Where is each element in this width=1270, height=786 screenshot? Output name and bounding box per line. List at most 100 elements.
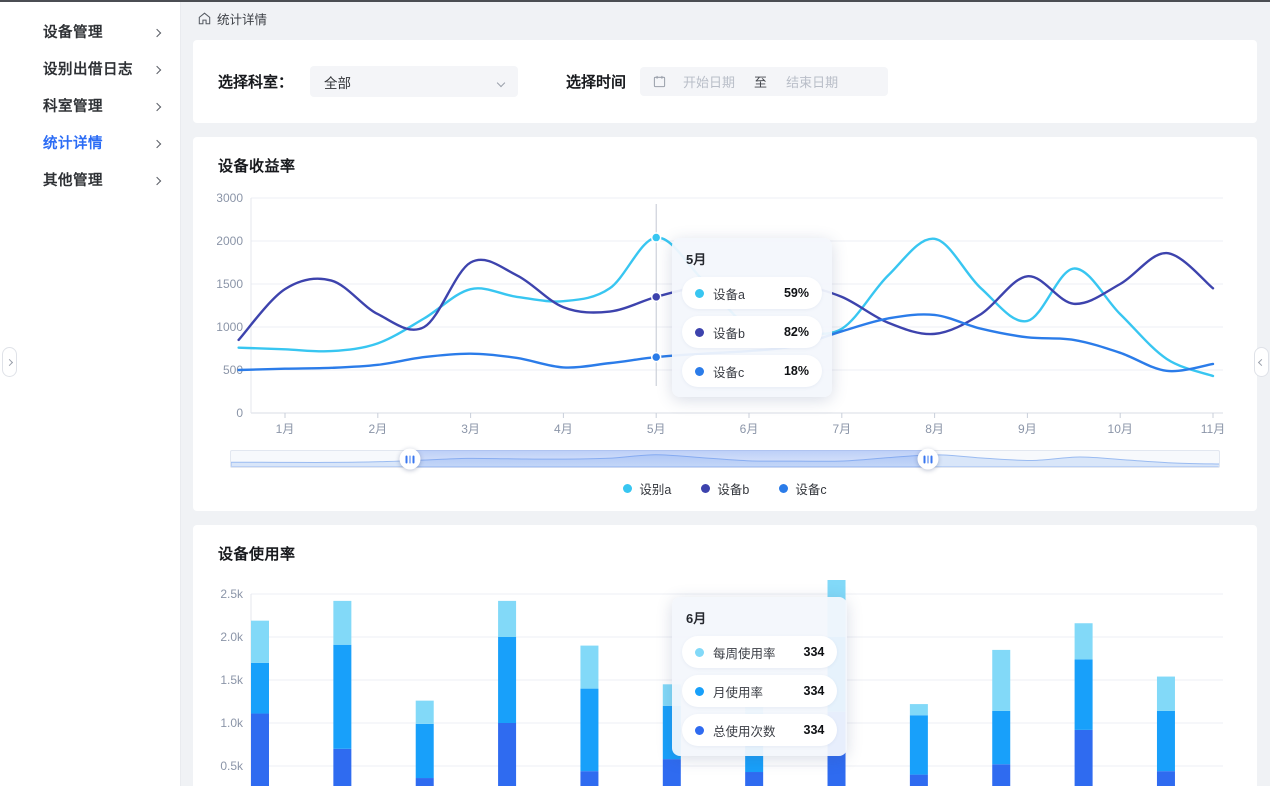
chevron-right-icon	[152, 171, 162, 189]
hover-point-设备c	[650, 351, 662, 363]
bar-12月-月使用率	[1156, 710, 1175, 772]
legend-dot-icon	[701, 484, 711, 493]
chevron-right-icon	[152, 97, 162, 115]
usage-bar-chart-svg: 0.5k 1.0k 1.5k 2.0k 2.5k	[220, 580, 1223, 786]
usage-chart-card: 设备使用率 0.5k 1.0k 1.5k 2.0k 2.5k 6月 每周使用率 334 …	[193, 525, 1257, 786]
calendar-icon	[653, 75, 666, 88]
start-date-input[interactable]: 开始日期	[683, 75, 736, 90]
department-select-value: 全部	[324, 75, 352, 91]
svg-text:1月: 1月	[276, 422, 295, 436]
tooltip-row: 总使用次数 334	[682, 714, 838, 746]
svg-text:0: 0	[236, 406, 243, 420]
sidebar-item-label: 其他管理	[43, 173, 103, 189]
monthly-usage-dot-icon	[695, 686, 704, 696]
total-usage-dot-icon	[695, 725, 704, 735]
svg-text:4月: 4月	[554, 422, 573, 436]
svg-text:6月: 6月	[740, 422, 759, 436]
svg-text:5月: 5月	[647, 422, 666, 436]
bar-1月-月使用率	[251, 662, 269, 714]
svg-text:3月: 3月	[461, 422, 480, 436]
department-filter-label: 选择科室：	[218, 74, 294, 91]
legend-dot-icon	[779, 484, 789, 493]
bar-3月-月使用率	[415, 723, 434, 779]
bar-9月-月使用率	[909, 715, 928, 775]
series-c-dot-icon	[695, 366, 704, 376]
sidebar-item-label: 统计详情	[43, 136, 103, 152]
revenue-chart-legend: 设别a 设备b 设备c	[217, 480, 1233, 497]
bar-2月-每周使用率	[333, 600, 352, 645]
datazoom-left-handle[interactable]	[399, 448, 421, 470]
revenue-chart-title: 设备收益率	[218, 158, 296, 175]
bar-2月-总使用次数	[333, 748, 352, 786]
bar-4月-总使用次数	[498, 723, 517, 786]
legend-item-series-b[interactable]: 设备b	[701, 480, 749, 497]
bar-10月-月使用率	[992, 710, 1011, 765]
svg-text:0.5k: 0.5k	[220, 759, 244, 773]
svg-text:11月: 11月	[1201, 422, 1225, 436]
usage-chart: 0.5k 1.0k 1.5k 2.0k 2.5k 6月 每周使用率 334 月使用率 3…	[217, 580, 1233, 786]
svg-text:8月: 8月	[925, 422, 944, 436]
bar-11月-每周使用率	[1074, 623, 1093, 660]
tooltip-title: 5月	[686, 252, 707, 267]
sidebar-expand-button[interactable]	[2, 347, 17, 377]
tooltip-row: 设备b 82%	[682, 316, 822, 348]
series-b-dot-icon	[695, 327, 704, 337]
sidebar: 设备管理 设别出借日志 科室管理 统计详情 其他管理	[0, 0, 181, 786]
home-icon[interactable]	[198, 12, 211, 25]
date-range-separator: 至	[754, 75, 768, 90]
sidebar-item-statistics-detail[interactable]: 统计详情	[0, 124, 180, 161]
panel-collapse-button[interactable]	[1254, 347, 1269, 377]
bar-12月-总使用次数	[1156, 771, 1175, 786]
bar-2月-月使用率	[333, 644, 352, 749]
svg-text:2000: 2000	[217, 234, 243, 248]
chevron-down-icon	[496, 74, 506, 89]
datazoom-selected-range[interactable]	[410, 450, 928, 468]
tooltip-row: 月使用率 334	[682, 675, 838, 707]
bar-3月-每周使用率	[415, 700, 434, 724]
svg-text:7月: 7月	[832, 422, 851, 436]
revenue-chart-card: 设备收益率 0 500 1000 1500 2000 3000 1月 2月 3月 4月 5月 6月 7月…	[193, 137, 1257, 511]
date-range-picker[interactable]: 开始日期 至 结束日期	[640, 67, 889, 96]
bar-3月-总使用次数	[415, 778, 434, 786]
bar-6月-总使用次数	[662, 759, 681, 786]
svg-text:1000: 1000	[217, 320, 243, 334]
tooltip-row: 设备a 59%	[682, 277, 822, 309]
legend-item-series-c[interactable]: 设备c	[779, 480, 827, 497]
sidebar-item-department-management[interactable]: 科室管理	[0, 87, 180, 124]
chevron-right-icon	[152, 60, 162, 78]
sidebar-item-label: 科室管理	[43, 99, 103, 115]
department-select[interactable]: 全部	[310, 66, 519, 97]
bar-5月-总使用次数	[580, 771, 599, 786]
sidebar-item-device-management[interactable]: 设备管理	[0, 13, 180, 50]
bar-10月-总使用次数	[992, 764, 1011, 786]
tooltip-row: 每周使用率 334	[682, 636, 838, 668]
svg-text:3000: 3000	[217, 191, 243, 205]
svg-text:2.0k: 2.0k	[220, 630, 244, 644]
breadcrumb: 统计详情	[181, 0, 1270, 36]
sidebar-item-lending-log[interactable]: 设别出借日志	[0, 50, 180, 87]
bar-4月-月使用率	[498, 637, 517, 723]
datazoom-track[interactable]	[230, 450, 1220, 468]
bar-9月-总使用次数	[909, 774, 928, 786]
bar-11月-月使用率	[1074, 659, 1093, 730]
bar-5月-月使用率	[580, 688, 599, 772]
bar-1月-总使用次数	[251, 713, 269, 786]
weekly-usage-dot-icon	[695, 647, 704, 657]
chevron-right-icon	[152, 134, 162, 152]
bar-7月-总使用次数	[745, 772, 764, 786]
legend-dot-icon	[623, 484, 633, 493]
end-date-input[interactable]: 结束日期	[786, 75, 839, 90]
usage-chart-title: 设备使用率	[218, 546, 296, 563]
svg-text:2.5k: 2.5k	[220, 587, 244, 601]
bar-9月-每周使用率	[909, 704, 928, 716]
breadcrumb-title[interactable]: 统计详情	[217, 12, 268, 27]
tooltip-title: 6月	[686, 611, 707, 626]
usage-tooltip: 6月 每周使用率 334 月使用率 334 总使用次数 334	[672, 597, 848, 756]
chevron-right-icon	[152, 23, 162, 41]
legend-item-series-a[interactable]: 设别a	[623, 480, 671, 497]
sidebar-item-other-management[interactable]: 其他管理	[0, 161, 180, 198]
svg-text:1.5k: 1.5k	[220, 673, 244, 687]
bar-10月-每周使用率	[992, 649, 1011, 711]
datazoom-right-handle[interactable]	[917, 448, 939, 470]
svg-text:1500: 1500	[217, 277, 243, 291]
